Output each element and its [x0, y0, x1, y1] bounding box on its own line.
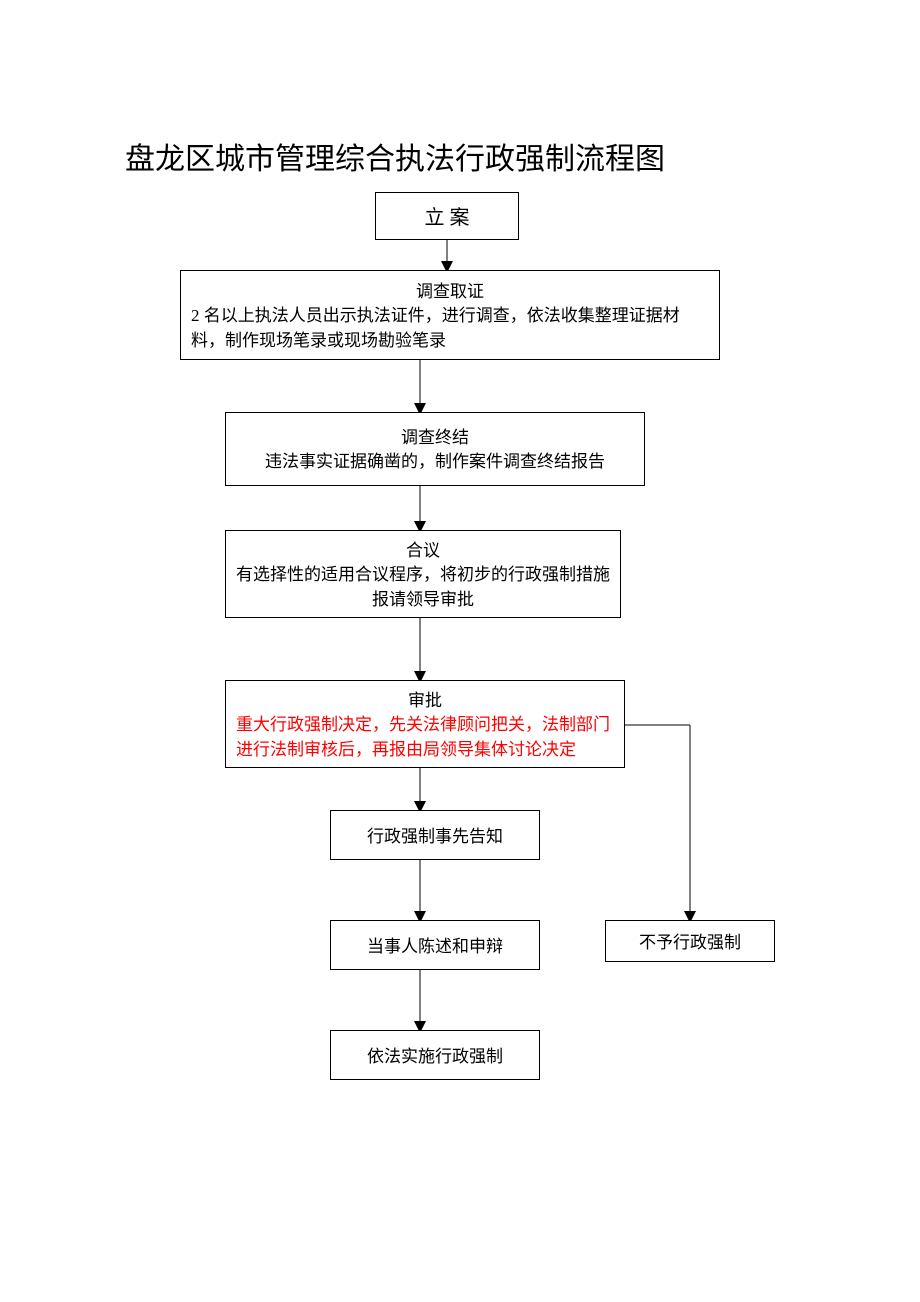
- node-yifa-shishi: 依法实施行政强制: [330, 1030, 540, 1080]
- node-title: 依法实施行政强制: [367, 1042, 503, 1067]
- node-title: 当事人陈述和申辩: [367, 932, 503, 957]
- node-diaocha-quzheng: 调查取证 2 名以上执法人员出示执法证件，进行调查，依法收集整理证据材料，制作现…: [180, 270, 720, 360]
- node-title: 调查终结: [401, 423, 469, 448]
- node-title: 审批: [408, 686, 442, 711]
- node-title: 行政强制事先告知: [367, 822, 503, 847]
- node-buyu-xingzheng-qiangzhi: 不予行政强制: [605, 920, 775, 962]
- node-body: 2 名以上执法人员出示执法证件，进行调查，依法收集整理证据材料，制作现场笔录或现…: [191, 304, 709, 353]
- node-li-an: 立 案: [375, 192, 519, 240]
- node-body: 重大行政强制决定，先关法律顾问把关，法制部门进行法制审核后，再报由局领导集体讨论…: [236, 713, 614, 762]
- node-body: 违法事实证据确凿的，制作案件调查终结报告: [265, 450, 605, 475]
- node-body: 有选择性的适用合议程序，将初步的行政强制措施报请领导审批: [236, 563, 610, 612]
- node-diaocha-zhongjie: 调查终结 违法事实证据确凿的，制作案件调查终结报告: [225, 412, 645, 486]
- flowchart-canvas: 盘龙区城市管理综合执法行政强制流程图 立 案 调查取证 2 名以上执法人员出示执…: [0, 0, 920, 1302]
- node-title: 合议: [406, 536, 440, 561]
- node-heyi: 合议 有选择性的适用合议程序，将初步的行政强制措施报请领导审批: [225, 530, 621, 618]
- diagram-title: 盘龙区城市管理综合执法行政强制流程图: [125, 134, 665, 178]
- node-title: 不予行政强制: [639, 928, 741, 953]
- node-title: 立 案: [425, 201, 470, 230]
- node-shixian-gaozhi: 行政强制事先告知: [330, 810, 540, 860]
- node-title: 调查取证: [416, 277, 484, 302]
- node-shenpi: 审批 重大行政强制决定，先关法律顾问把关，法制部门进行法制审核后，再报由局领导集…: [225, 680, 625, 768]
- node-chenshu-shenbian: 当事人陈述和申辩: [330, 920, 540, 970]
